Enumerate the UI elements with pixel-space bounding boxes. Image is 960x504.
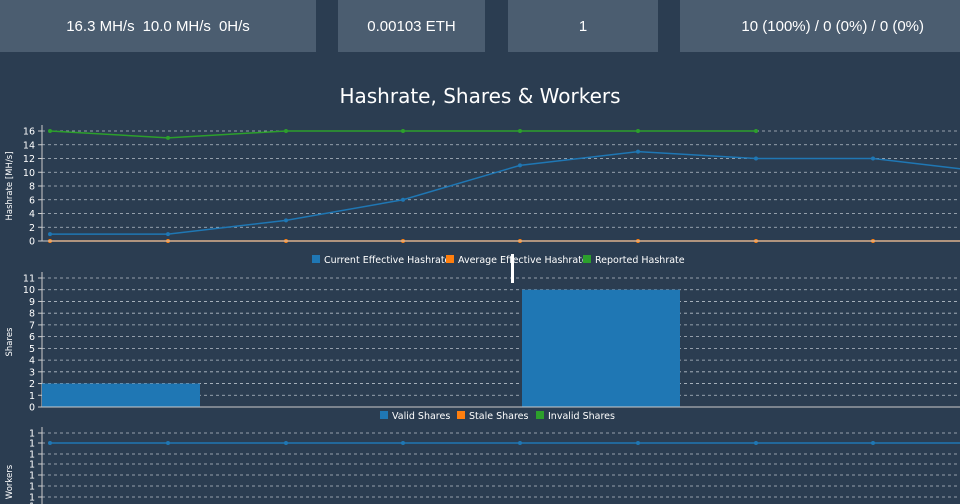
shares-legend-label: Valid Shares	[392, 411, 450, 422]
hashrate-point	[48, 129, 52, 133]
workers-chart-tick-label: 1	[29, 482, 35, 493]
shares-chart-tick-label: 7	[29, 320, 35, 331]
workers-point	[636, 441, 640, 445]
shares-value: 10 (100%) / 0 (0%) / 0 (0%)	[741, 17, 924, 35]
valid-shares-bar	[42, 383, 200, 407]
workers-series	[48, 441, 960, 445]
hashrate-point	[166, 232, 170, 237]
hashrate-chart-tick-label: 14	[23, 140, 35, 151]
hashrate-point	[166, 135, 170, 140]
shares-legend-swatch	[380, 411, 388, 419]
hashrate-point	[401, 129, 405, 133]
hashrate-point	[871, 156, 875, 161]
hashrate-point	[48, 232, 52, 237]
hashrate-point	[518, 129, 522, 133]
text-cursor-icon	[511, 254, 514, 283]
hashrate-chart-tick-label: 4	[29, 209, 35, 220]
hashrate-legend-label: Average Effective Hashrate	[458, 255, 588, 266]
hashrate-chart-tick-label: 12	[23, 154, 35, 165]
workers-chart-tick-label: 1	[29, 439, 35, 450]
valid-shares-bar	[522, 289, 680, 407]
hashrate-series	[42, 129, 960, 243]
balance-stats-card: 0.00103 ETH	[338, 0, 485, 52]
workers-point	[166, 441, 170, 445]
hashrate-series-line	[50, 150, 960, 235]
workers-point	[871, 441, 875, 445]
shares-chart-tick-label: 4	[29, 356, 35, 367]
shares-chart-tick-label: 8	[29, 309, 35, 320]
hashrate-chart-tick-label: 0	[29, 237, 35, 248]
workers-chart-tick-label: 1	[29, 429, 35, 440]
hashrate-legend-label: Reported Hashrate	[595, 255, 685, 266]
hashrate-legend-swatch	[446, 255, 454, 263]
hashrate-chart-tick-label: 2	[29, 223, 35, 234]
hashrate-point	[636, 149, 640, 154]
workers-chart-tick-label: 1	[29, 493, 35, 504]
hashrate-point	[401, 197, 405, 202]
unpaid-balance-value: 0.00103 ETH	[367, 17, 456, 35]
shares-legend-swatch	[536, 411, 544, 419]
workers-chart-tick-label: 1	[29, 450, 35, 461]
hashrate-chart-tick-label: 6	[29, 195, 35, 206]
shares-legend: Valid Shares Stale Shares Invalid Shares	[380, 411, 615, 422]
hashrate-legend-label: Current Effective Hashrate	[324, 255, 451, 266]
active-workers-value: 1	[578, 17, 588, 35]
shares-chart-tick-label: 6	[29, 332, 35, 343]
shares-chart-tick-label: 0	[29, 403, 35, 414]
average-hashrate-value: 10.0 MH/s	[142, 17, 211, 35]
shares-chart-tick-label: 1	[29, 391, 35, 402]
hashrate-legend: Current Effective Hashrate Average Effect…	[312, 255, 685, 266]
hashrate-point	[636, 129, 640, 133]
shares-stats-card: 10 (100%) / 0 (0%) / 0 (0%)	[680, 0, 960, 52]
workers-chart-tick-label: 1	[29, 502, 35, 504]
shares-chart-tick-label: 5	[29, 344, 35, 355]
hashrate-chart-tick-label: 16	[23, 127, 35, 138]
workers-point	[754, 441, 758, 445]
hashrate-chart-tick-label: 8	[29, 182, 35, 193]
workers-chart-tick-label: 1	[29, 460, 35, 471]
workers-chart-tick-label: 1	[29, 471, 35, 482]
shares-legend-swatch	[457, 411, 465, 419]
hashrate-point	[754, 129, 758, 133]
shares-bars	[42, 289, 960, 408]
chart-title: Hashrate, Shares & Workers	[339, 84, 621, 108]
hashrate-chart-y-axis-label: Hashrate [MH/s]	[5, 151, 15, 220]
shares-legend-label: Stale Shares	[469, 411, 528, 422]
hashrate-legend-swatch	[312, 255, 320, 263]
workers-chart-y-axis-label: Workers	[5, 464, 15, 499]
shares-chart-tick-label: 10	[23, 285, 35, 296]
hashrate-legend-swatch	[583, 255, 591, 263]
current-hashrate-value: 16.3 MH/s	[66, 17, 135, 35]
hashrate-point	[284, 129, 288, 133]
shares-chart-tick-label: 3	[29, 367, 35, 378]
shares-chart-y-axis-label: Shares	[5, 327, 15, 357]
shares-legend-label: Invalid Shares	[548, 411, 615, 422]
shares-chart-tick-label: 2	[29, 379, 35, 390]
hashrate-chart-axis: 0 2 4 6 8 10 12 14 16 Hashrate [MH/s]	[5, 125, 960, 248]
workers-stats-card: 1	[508, 0, 658, 52]
hashrate-point	[754, 156, 758, 161]
hashrate-point	[284, 218, 288, 223]
hashrate-stats-card: 16.3 MH/s 10.0 MH/s 0H/s	[0, 0, 316, 52]
hashrate-point	[518, 163, 522, 168]
workers-chart-axis: 11111111Workers	[5, 427, 960, 504]
workers-point	[284, 441, 288, 445]
reported-hashrate-value: 0H/s	[218, 17, 250, 35]
workers-point	[401, 441, 405, 445]
shares-chart-tick-label: 11	[23, 274, 35, 285]
workers-point	[518, 441, 522, 445]
workers-point	[48, 441, 52, 445]
hashrate-chart-tick-label: 10	[23, 168, 35, 179]
shares-chart-tick-label: 9	[29, 297, 35, 308]
